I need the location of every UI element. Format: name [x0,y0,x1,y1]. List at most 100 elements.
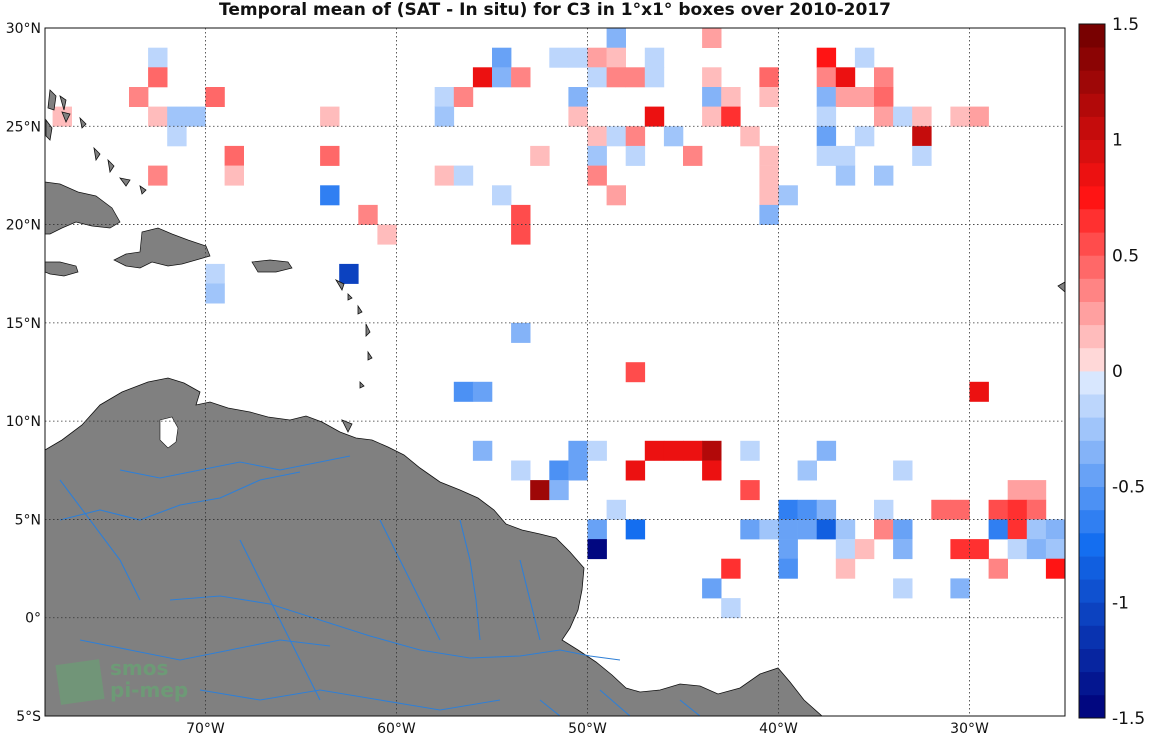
heatmap-cell [740,440,760,461]
heatmap-cell [988,558,1008,579]
colorbar-swatch [1079,394,1105,418]
map-frame [44,27,1066,717]
heatmap-cell [759,165,779,186]
heatmap-cell [893,519,913,540]
heatmap-cell [511,460,531,481]
heatmap-cell [587,440,607,461]
river-network [59,455,701,716]
heatmap-cell [205,87,225,107]
heatmap-cell [969,106,989,127]
heatmap-cell [625,519,646,540]
colorbar-tick-label: 1.5 [1112,15,1139,35]
heatmap-cell [587,47,607,68]
longitude-tick-label: 40°W [759,721,798,737]
heatmap-cell [778,558,798,579]
heatmap-cell [912,145,932,166]
heatmap-cell [874,87,894,107]
heatmap-cell [224,145,244,166]
heatmap-cell [606,67,626,88]
heatmap-cell [950,106,970,127]
heatmap-cell [893,106,913,127]
heatmap-cell [644,47,665,68]
chart-title: Temporal mean of (SAT - In situ) for C3 … [219,0,891,20]
heatmap-cell [52,106,72,127]
latitude-tick-label: 15°N [6,316,41,332]
heatmap-cell [702,440,722,461]
heatmap-cell [339,263,359,284]
colorbar-swatch [1079,486,1105,511]
heatmap-cell [511,67,531,88]
colorbar-swatch [1079,556,1105,580]
heatmap-cell [492,67,512,88]
graticule [45,28,1065,716]
heatmap-cell [205,263,225,284]
heatmap-cell [663,440,684,461]
colorbar-swatch [1079,47,1105,71]
heatmap-cell [874,165,894,186]
colorbar-tick-label: 0 [1112,362,1123,382]
longitude-tick-label: 50°W [568,721,607,737]
heatmap-cell [816,126,837,147]
colorbar-tick-label: -0.5 [1112,478,1145,498]
heatmap-cell [702,578,722,599]
heatmap-cell [721,558,741,579]
heatmap-cell [663,126,684,147]
colorbar-swatch [1079,139,1105,164]
heatmap-cell [1026,519,1047,540]
heatmap-cell [530,145,550,166]
heatmap-cell [1007,539,1028,560]
heatmap-cell [1007,499,1028,520]
heatmap-cell [778,185,798,206]
colorbar-tick-label: 0.5 [1112,246,1139,266]
heatmap-cell [778,499,798,520]
heatmap-cell [683,440,703,461]
heatmap-cell [1026,539,1047,560]
heatmap-cell [511,322,531,343]
heatmap-cell [549,47,569,68]
heatmap-cell [702,460,722,481]
heatmap-cell [759,67,779,88]
heatmap-cell [568,47,588,68]
heatmap-cell [148,165,168,186]
colorbar-swatch [1079,301,1105,326]
heatmap-cell [644,106,665,127]
heatmap-cell [453,381,474,402]
heatmap-cell [816,499,837,520]
heatmap-cell [835,87,856,107]
colorbar-swatch [1079,463,1105,487]
heatmap-cell [1007,480,1028,501]
heatmap-cell [702,28,722,48]
heatmap-cell [492,185,512,206]
heatmap-cell [893,578,913,599]
heatmap-cell [759,519,779,540]
heatmap-cell [969,539,989,560]
heatmap-cell [549,480,569,501]
heatmap-cell [320,106,340,127]
heatmap-cell [167,126,187,147]
colorbar-swatch [1079,24,1105,48]
heatmap-cell [874,106,894,127]
heatmap-cell [606,126,626,147]
colorbar-swatch [1079,509,1105,534]
heatmap-cell [721,106,741,127]
colorbar-swatch [1079,602,1105,626]
heatmap-cell [912,126,932,147]
heatmap-cell [988,519,1008,540]
heatmap-cell [702,87,722,107]
heatmap-cell [625,145,646,166]
heatmap-cell [931,499,951,520]
heatmap-cell [320,145,340,166]
heatmap-cell [587,145,607,166]
heatmap-cell [816,47,837,68]
colorbar-tick-label: 1 [1112,131,1123,151]
lake-maracaibo [159,416,179,449]
heatmap-cell [549,460,569,481]
heatmap-cell [568,87,588,107]
colorbar-swatch [1079,162,1105,187]
heatmap-cell [854,47,875,68]
latitude-tick-label: 0° [25,611,41,627]
colorbar-swatch [1079,579,1105,603]
longitude-tick-label: 70°W [186,721,225,737]
colorbar-frame [1078,23,1106,719]
